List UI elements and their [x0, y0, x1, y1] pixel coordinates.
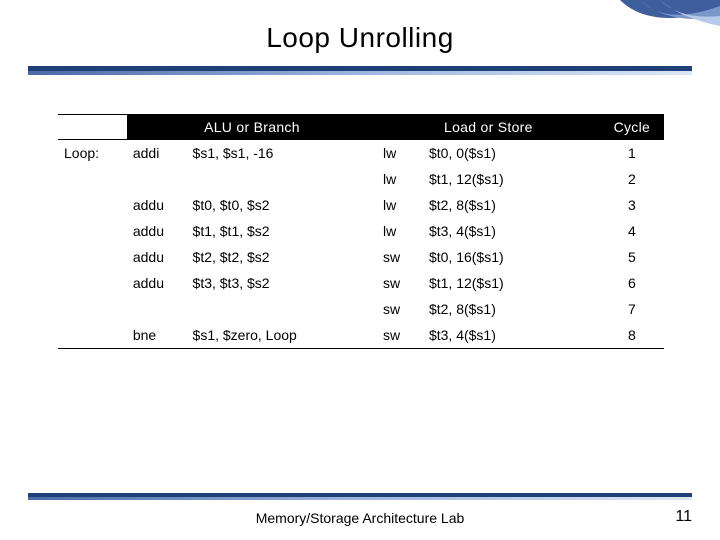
alu-args: $t1, $t1, $s2 — [187, 218, 378, 244]
alu-args: $t0, $t0, $s2 — [187, 192, 378, 218]
cycle: 3 — [600, 192, 664, 218]
alu-args: $s1, $zero, Loop — [187, 322, 378, 349]
table-row: bne $s1, $zero, Loop sw $t3, 4($s1) 8 — [58, 322, 664, 349]
alu-args: $t2, $t2, $s2 — [187, 244, 378, 270]
table-row: addu $t1, $t1, $s2 lw $t3, 4($s1) 4 — [58, 218, 664, 244]
cycle: 2 — [600, 166, 664, 192]
table-row: Loop: addi $s1, $s1, -16 lw $t0, 0($s1) … — [58, 140, 664, 167]
row-label — [58, 296, 127, 322]
ls-args: $t0, 16($s1) — [423, 244, 600, 270]
table-row: sw $t2, 8($s1) 7 — [58, 296, 664, 322]
instruction-schedule-table: ALU or Branch Load or Store Cycle Loop: … — [58, 114, 664, 349]
alu-op: addi — [127, 140, 187, 167]
ls-op: lw — [377, 192, 423, 218]
ls-op: sw — [377, 296, 423, 322]
table-row: addu $t3, $t3, $s2 sw $t1, 12($s1) 6 — [58, 270, 664, 296]
alu-op: addu — [127, 244, 187, 270]
ls-op: sw — [377, 244, 423, 270]
ls-args: $t2, 8($s1) — [423, 192, 600, 218]
page-number: 11 — [675, 508, 692, 526]
table-row: addu $t0, $t0, $s2 lw $t2, 8($s1) 3 — [58, 192, 664, 218]
alu-op: addu — [127, 270, 187, 296]
table-row: addu $t2, $t2, $s2 sw $t0, 16($s1) 5 — [58, 244, 664, 270]
header-label-blank — [58, 115, 127, 140]
title-underline — [28, 66, 692, 75]
slide-title: Loop Unrolling — [0, 22, 720, 54]
cycle: 7 — [600, 296, 664, 322]
alu-op: addu — [127, 192, 187, 218]
alu-op: bne — [127, 322, 187, 349]
cycle: 5 — [600, 244, 664, 270]
ls-op: lw — [377, 140, 423, 167]
ls-args: $t0, 0($s1) — [423, 140, 600, 167]
alu-op — [127, 166, 187, 192]
cycle: 4 — [600, 218, 664, 244]
row-label — [58, 166, 127, 192]
alu-args — [187, 296, 378, 322]
ls-op: sw — [377, 322, 423, 349]
ls-args: $t1, 12($s1) — [423, 166, 600, 192]
row-label: Loop: — [58, 140, 127, 167]
table-row: lw $t1, 12($s1) 2 — [58, 166, 664, 192]
ls-op: sw — [377, 270, 423, 296]
row-label — [58, 244, 127, 270]
header-alu: ALU or Branch — [127, 115, 377, 140]
row-label — [58, 218, 127, 244]
alu-args — [187, 166, 378, 192]
alu-op — [127, 296, 187, 322]
row-label — [58, 192, 127, 218]
ls-args: $t3, 4($s1) — [423, 218, 600, 244]
ls-op: lw — [377, 166, 423, 192]
table-header-row: ALU or Branch Load or Store Cycle — [58, 115, 664, 140]
ls-args: $t2, 8($s1) — [423, 296, 600, 322]
row-label — [58, 270, 127, 296]
cycle: 1 — [600, 140, 664, 167]
footer-underline — [28, 493, 692, 500]
alu-args: $t3, $t3, $s2 — [187, 270, 378, 296]
cycle: 6 — [600, 270, 664, 296]
row-label — [58, 322, 127, 349]
ls-args: $t3, 4($s1) — [423, 322, 600, 349]
cycle: 8 — [600, 322, 664, 349]
header-cycle: Cycle — [600, 115, 664, 140]
ls-args: $t1, 12($s1) — [423, 270, 600, 296]
alu-args: $s1, $s1, -16 — [187, 140, 378, 167]
footer-label: Memory/Storage Architecture Lab — [0, 510, 720, 526]
ls-op: lw — [377, 218, 423, 244]
alu-op: addu — [127, 218, 187, 244]
header-ls: Load or Store — [377, 115, 600, 140]
